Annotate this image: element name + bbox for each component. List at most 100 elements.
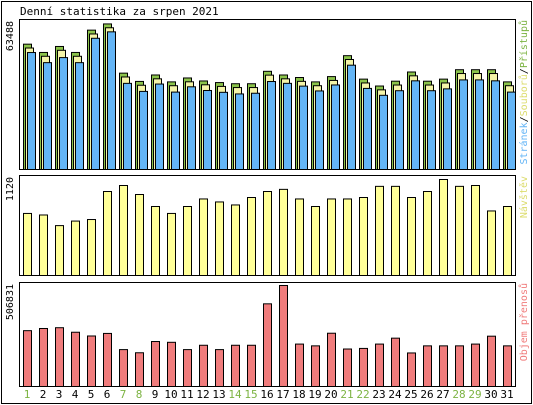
volume-bar-day-13	[215, 349, 224, 387]
volume-bar-day-3	[55, 327, 64, 387]
x-tick-label-day-3: 3	[56, 388, 63, 401]
visits-bar-day-26	[423, 191, 432, 276]
visits-bar-day-13	[215, 201, 224, 276]
pages-bar-day-30	[491, 80, 500, 170]
visits-bar-day-29	[471, 185, 480, 276]
x-tick-label-day-1: 1	[24, 388, 31, 401]
x-tick-label-day-26: 26	[420, 388, 433, 401]
legend: Stránek/Souborů/Přístupů	[518, 20, 530, 165]
x-tick-label-day-5: 5	[88, 388, 95, 401]
volume-bar-day-15	[247, 344, 256, 387]
visits-bar-day-15	[247, 197, 256, 276]
x-tick-label-day-29: 29	[468, 388, 481, 401]
x-tick-label-day-6: 6	[104, 388, 111, 401]
volume-bar-day-26	[423, 345, 432, 387]
x-tick-label-day-18: 18	[292, 388, 305, 401]
x-tick-label-day-22: 22	[356, 388, 369, 401]
pages-bar-day-23	[379, 94, 388, 170]
visits-bar-day-19	[311, 206, 320, 276]
volume-bar-day-24	[391, 337, 400, 387]
volume-bar-day-23	[375, 343, 384, 388]
x-tick-label-day-4: 4	[72, 388, 79, 401]
pages-bar-day-1	[27, 52, 36, 170]
volume-bar-day-2	[39, 327, 48, 387]
visits-bar-day-7	[119, 185, 128, 276]
volume-bar-day-21	[343, 348, 352, 387]
pages-bar-day-27	[443, 88, 452, 170]
volume-bar-day-8	[135, 352, 144, 388]
x-tick-label-day-24: 24	[388, 388, 402, 401]
x-tick-label-day-9: 9	[152, 388, 159, 401]
pages-bar-day-4	[75, 62, 84, 170]
volume-bar-day-10	[167, 341, 176, 387]
y-max-label: 63488	[5, 21, 16, 51]
visits-bar-day-6	[103, 191, 112, 276]
legend-entry-1: Objem přenosů	[518, 283, 530, 361]
volume-bar-day-25	[407, 352, 416, 388]
visits-bar-day-20	[327, 198, 336, 276]
volume-bar-day-9	[151, 341, 160, 387]
pages-bar-day-11	[187, 86, 196, 170]
pages-bar-day-2	[43, 62, 52, 170]
visits-bar-day-25	[407, 197, 416, 276]
volume-bar-day-7	[119, 349, 128, 387]
chart-title: Denní statistika za srpen 2021	[20, 5, 219, 18]
x-tick-label-day-19: 19	[308, 388, 321, 401]
visits-bar-day-12	[199, 198, 208, 276]
pages-bar-day-13	[219, 91, 228, 170]
legend-entry-2: /	[519, 116, 530, 122]
volume-bar-day-16	[263, 303, 272, 387]
pages-bar-day-15	[251, 92, 260, 170]
x-tick-label-day-12: 12	[196, 388, 209, 401]
visits-bar-day-28	[455, 185, 464, 277]
panel-3: 506831 Objem přenosů	[5, 282, 530, 388]
volume-bar-day-12	[199, 344, 208, 387]
volume-bar-day-1	[23, 330, 32, 387]
volume-bar-day-31	[503, 345, 512, 387]
legend-entry-3: Souborů	[518, 74, 530, 116]
visits-bar-day-31	[503, 206, 512, 276]
x-tick-label-day-2: 2	[40, 388, 47, 401]
pages-bar-day-10	[171, 91, 180, 170]
visits-bar-day-14	[231, 204, 240, 276]
pages-bar-day-26	[427, 90, 436, 170]
visits-bar-day-21	[343, 198, 352, 276]
visits-bar-day-30	[487, 210, 496, 276]
visits-bar-day-3	[55, 225, 64, 277]
visits-bar-day-22	[359, 197, 368, 276]
volume-bar-day-19	[311, 345, 320, 387]
pages-bar-day-31	[507, 91, 516, 170]
pages-bar-day-20	[331, 84, 340, 170]
visits-bar-day-18	[295, 198, 304, 276]
legend-entry-5: Přístupů	[518, 20, 530, 68]
x-tick-label-day-17: 17	[276, 388, 289, 401]
pages-bar-day-6	[107, 31, 116, 170]
legend-entry-4: /	[519, 68, 530, 74]
pages-bar-day-9	[155, 83, 164, 170]
x-tick-label-day-20: 20	[324, 388, 337, 401]
volume-bar-day-28	[455, 345, 464, 387]
pages-bar-day-19	[315, 90, 324, 170]
x-tick-label-day-13: 13	[212, 388, 225, 401]
x-tick-label-day-11: 11	[180, 388, 193, 401]
volume-bar-day-11	[183, 349, 192, 387]
pages-bar-day-14	[235, 93, 244, 170]
x-tick-label-day-27: 27	[436, 388, 449, 401]
visits-bar-day-24	[391, 185, 400, 277]
volume-bar-day-6	[103, 332, 112, 387]
pages-bar-day-16	[267, 81, 276, 170]
pages-bar-day-21	[347, 64, 356, 170]
panel-1: 63488 Stránek/Souborů/Přístupů	[5, 19, 530, 171]
x-tick-label-day-30: 30	[484, 388, 497, 401]
visits-bar-day-23	[375, 185, 384, 277]
x-tick-label-day-31: 31	[500, 388, 513, 401]
volume-bar-day-17	[279, 284, 288, 387]
legend-entry-1: Návštěv	[518, 176, 530, 218]
volume-bar-day-14	[231, 344, 240, 387]
pages-bar-day-5	[91, 37, 100, 170]
visits-bar-day-5	[87, 219, 96, 276]
volume-bar-day-22	[359, 347, 368, 388]
legend: Objem přenosů	[518, 283, 530, 361]
pages-bar-day-18	[299, 85, 308, 170]
